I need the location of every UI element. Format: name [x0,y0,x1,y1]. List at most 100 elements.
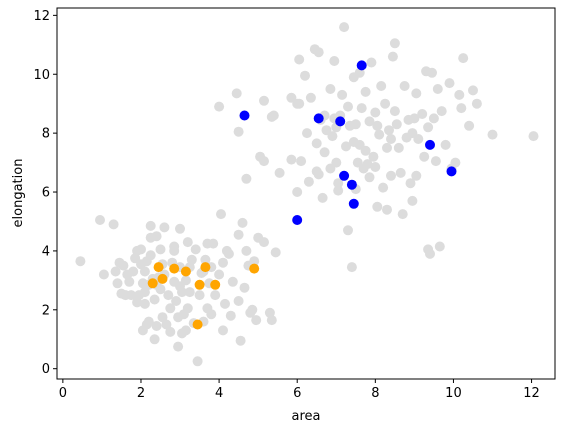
data-point-s0-184 [425,248,435,259]
data-point-s1-4 [339,170,350,181]
data-point-s0-160 [374,129,385,140]
data-point-s0-165 [386,170,396,181]
data-point-s2-5 [192,319,203,330]
data-point-s0-75 [227,276,238,287]
data-point-s0-21 [143,316,154,327]
data-point-s0-123 [294,54,305,65]
data-point-s0-10 [126,290,137,301]
points-layer [75,22,539,367]
data-point-s0-227 [372,120,383,131]
data-point-s0-159 [372,201,383,212]
data-point-s0-110 [214,101,225,112]
y-axis-label: elongation [11,159,26,228]
data-point-s0-191 [440,139,451,150]
data-point-s0-73 [223,248,234,259]
data-point-s0-135 [325,84,336,94]
data-point-s0-219 [423,122,434,133]
data-point-s0-36 [163,290,174,301]
data-point-s0-125 [300,70,310,81]
data-point-s0-90 [270,247,281,258]
data-point-s0-120 [286,154,297,165]
data-point-s0-176 [407,195,418,206]
data-point-s2-2 [157,273,168,284]
x-tick-label: 12 [523,386,540,401]
data-point-s0-215 [382,204,392,215]
data-point-s0-189 [434,241,445,252]
data-point-s0-89 [266,315,277,326]
data-point-s0-224 [333,178,344,189]
data-point-s0-103 [180,325,191,336]
data-point-s0-192 [444,78,455,89]
data-point-s0-161 [378,182,389,193]
data-point-s1-2 [313,113,324,124]
data-point-s0-108 [137,325,148,336]
data-point-s0-94 [145,232,156,243]
data-point-s0-19 [139,287,150,298]
data-point-s0-33 [159,222,170,233]
data-point-s0-186 [428,113,439,124]
data-point-s0-42 [171,296,182,306]
data-point-s0-67 [210,290,221,301]
data-point-s0-136 [327,131,338,142]
data-point-s0-69 [216,209,226,220]
data-point-s0-83 [247,304,258,315]
data-point-s0-156 [366,57,377,68]
data-point-s0-212 [364,172,375,183]
data-point-s0-74 [225,310,236,321]
data-point-s0-217 [407,128,418,139]
data-point-s0-151 [356,103,367,114]
data-point-s0-188 [432,84,443,94]
data-point-s0-218 [411,170,422,181]
data-point-s0-214 [376,81,387,91]
data-point-s0-142 [339,22,350,33]
data-point-s0-194 [450,157,461,168]
data-point-s0-25 [149,294,160,305]
data-point-s0-129 [311,138,322,149]
data-point-s0-84 [249,256,260,267]
data-point-s0-76 [233,229,244,240]
x-tick-label: 0 [59,386,67,401]
data-point-s1-1 [292,215,303,225]
data-point-s0-37 [165,303,176,314]
data-point-s0-66 [208,238,219,249]
data-point-s0-222 [386,134,396,144]
data-point-s0-210 [343,101,353,112]
data-point-s0-1 [95,215,105,225]
data-point-s0-71 [220,298,230,309]
data-point-s0-78 [237,217,248,228]
data-point-s0-162 [380,98,391,109]
data-point-s0-117 [268,110,279,121]
y-tick-label: 12 [33,9,50,24]
data-point-s0-221 [354,139,365,150]
data-point-s0-153 [360,86,371,97]
data-point-s2-9 [249,263,260,274]
data-point-s0-141 [337,89,348,100]
data-point-s0-137 [329,56,340,66]
data-point-s0-0 [75,256,86,267]
data-point-s0-112 [233,126,244,137]
data-point-s0-57 [194,290,205,301]
x-tick-label: 10 [445,386,462,401]
data-point-s0-104 [233,296,244,306]
data-point-s0-28 [151,321,162,331]
data-point-s0-109 [175,281,185,292]
data-point-s0-180 [417,109,428,119]
data-point-s0-96 [132,297,143,308]
data-point-s0-172 [399,81,410,91]
data-point-s0-164 [384,125,394,136]
data-point-s0-56 [192,356,203,367]
data-point-s0-168 [391,119,402,130]
data-point-s1-0 [239,110,250,121]
data-point-s0-127 [303,176,314,187]
data-point-s0-64 [206,309,217,320]
data-point-s0-209 [348,72,359,83]
data-point-s0-197 [458,53,469,64]
data-point-s0-68 [214,269,225,280]
data-point-s0-26 [149,334,160,345]
data-point-s0-177 [409,113,420,124]
y-tick-label: 6 [42,186,50,201]
data-point-s0-144 [343,225,353,236]
data-point-s1-6 [348,198,359,209]
data-point-s0-44 [175,223,185,234]
